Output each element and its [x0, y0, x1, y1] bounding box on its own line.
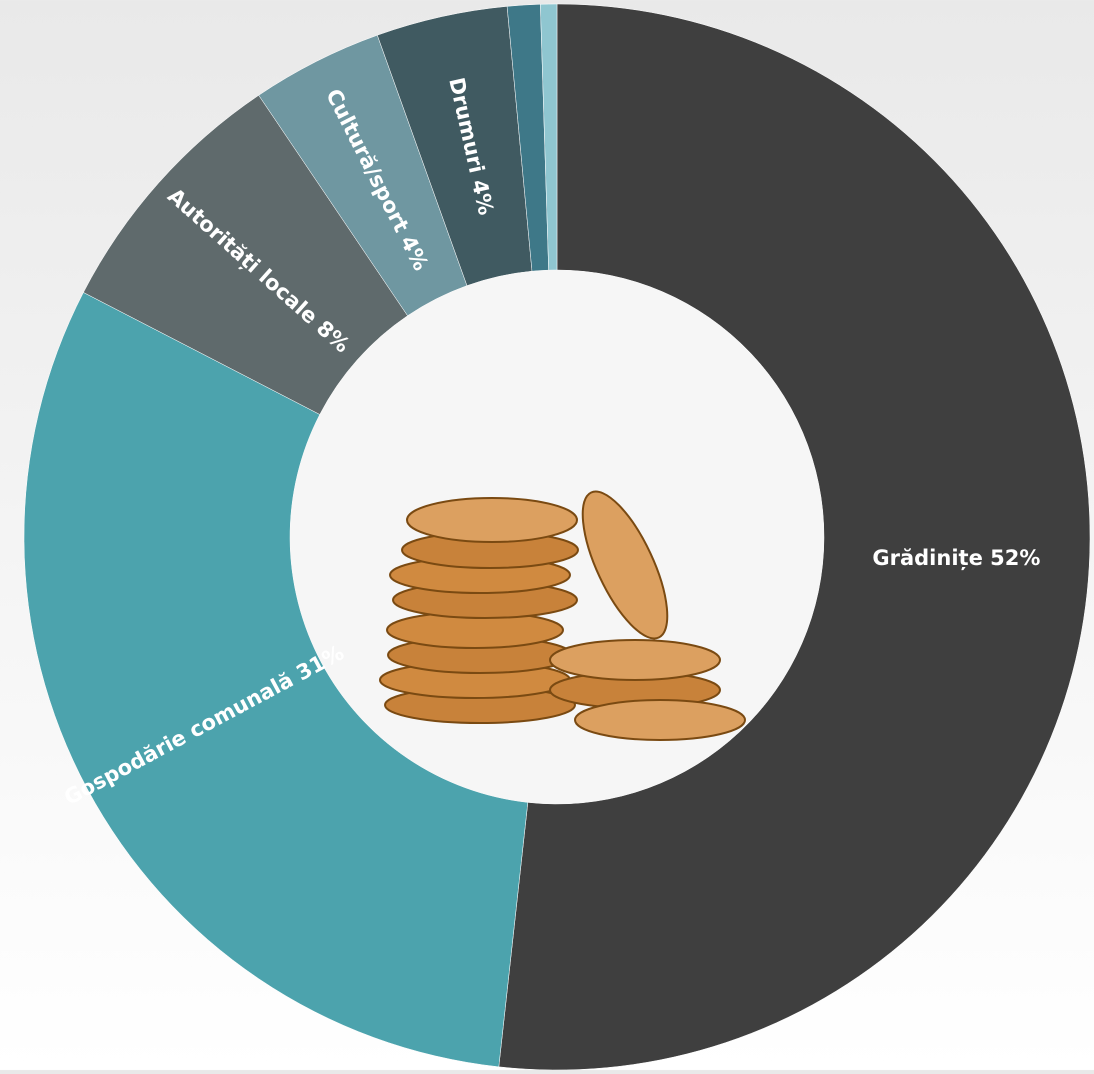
slice-label: Grădinițe 52% [872, 546, 1040, 571]
category-label: Grădinițe [872, 546, 982, 571]
value-label: 52% [990, 546, 1040, 570]
coins-icon [379, 490, 746, 741]
slices [23, 3, 1091, 1071]
